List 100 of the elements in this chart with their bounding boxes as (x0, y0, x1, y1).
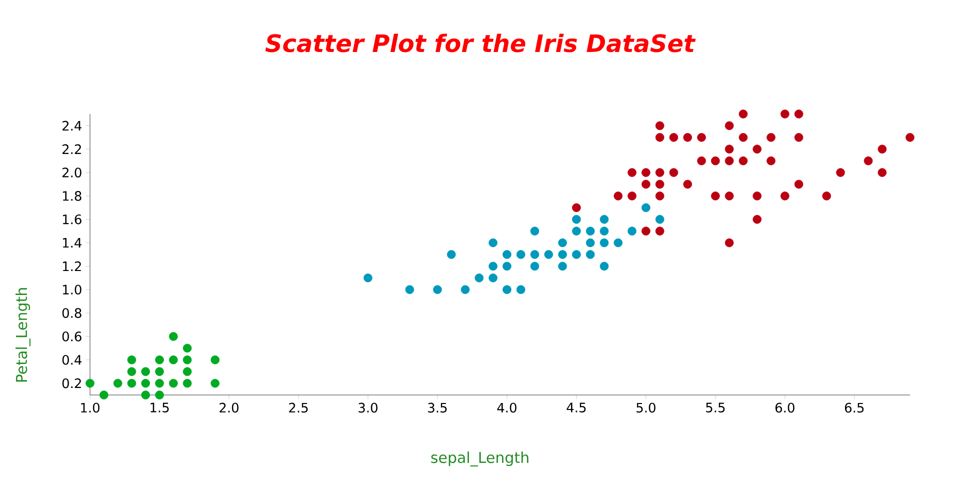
point (127, 378, 136, 388)
y-tick-label: 1.2 (62, 261, 81, 272)
y-tick-label: 0.6 (62, 332, 82, 342)
chart-title: Scatter Plot for the Iris DataSet (265, 34, 696, 52)
point (182, 367, 192, 376)
point (752, 144, 762, 154)
point (642, 203, 650, 212)
y-tick-label: 1.8 (62, 191, 82, 201)
x-tick-label: 1.0 (81, 402, 100, 413)
point (906, 133, 914, 142)
point (182, 355, 192, 364)
x-tick-label: 5.5 (706, 402, 725, 412)
point (724, 156, 734, 166)
point (822, 192, 832, 200)
point (836, 168, 845, 177)
point (724, 192, 734, 200)
point (655, 180, 664, 189)
point (572, 203, 581, 212)
point (586, 250, 595, 259)
point (766, 156, 776, 166)
point (655, 121, 664, 130)
point (600, 238, 609, 248)
point (516, 250, 526, 259)
point (586, 226, 595, 236)
point (655, 214, 664, 224)
point (572, 214, 581, 224)
point (474, 274, 484, 282)
point (600, 214, 609, 224)
point (169, 378, 178, 388)
point (697, 133, 706, 142)
point (711, 192, 720, 200)
point (642, 168, 650, 177)
point (169, 332, 178, 341)
point (600, 226, 609, 236)
point (683, 133, 692, 142)
point (210, 355, 220, 364)
point (780, 192, 790, 200)
point (766, 133, 776, 142)
point (502, 285, 512, 294)
x-tick-label: 6.5 (844, 402, 864, 413)
x-tick-label: 2.0 (220, 402, 238, 413)
point (488, 238, 498, 248)
point (113, 378, 122, 388)
point (655, 192, 664, 200)
point (724, 144, 734, 154)
point (530, 250, 540, 259)
point (738, 133, 748, 142)
point (544, 250, 554, 259)
point (614, 192, 623, 200)
y-axis-title: Petal_Length (16, 288, 30, 382)
point (155, 367, 164, 376)
point (655, 133, 664, 142)
point (364, 274, 372, 282)
point (488, 262, 498, 271)
point (586, 238, 595, 248)
point (446, 250, 456, 259)
y-tick-label: 2.4 (62, 120, 82, 131)
point (642, 226, 650, 236)
point (558, 262, 567, 271)
point (642, 180, 650, 189)
point (155, 378, 164, 388)
point (655, 226, 664, 236)
point (182, 378, 192, 388)
x-tick-label: 3.5 (428, 402, 447, 413)
point (572, 226, 581, 236)
point (614, 238, 623, 248)
point (502, 250, 512, 259)
point (169, 355, 178, 364)
y-tick-label: 1.6 (62, 214, 82, 224)
y-tick-label: 1.0 (62, 284, 82, 295)
y-tick-label: 2.2 (62, 144, 81, 154)
x-axis-title: sepal_Length (431, 452, 528, 466)
point (433, 285, 442, 294)
point (697, 156, 706, 166)
y-tick-label: 0.8 (62, 308, 82, 318)
y-tick-label: 0.2 (62, 378, 81, 388)
x-tick-label: 1.5 (150, 402, 169, 412)
point (127, 355, 136, 364)
point (210, 378, 220, 388)
x-tick-label: 3.0 (358, 402, 378, 413)
y-tick-label: 2.0 (62, 168, 82, 178)
point (752, 214, 762, 224)
point (516, 285, 526, 294)
point (724, 238, 734, 248)
point (794, 110, 804, 118)
point (628, 226, 636, 236)
point (738, 110, 748, 118)
y-tick-label: 0.4 (62, 354, 82, 365)
x-tick-label: 5.0 (636, 402, 656, 413)
x-tick-label: 6.0 (775, 402, 794, 413)
point (155, 390, 164, 400)
point (628, 168, 636, 177)
point (683, 180, 692, 189)
point (738, 156, 748, 166)
point (724, 121, 734, 130)
point (502, 262, 512, 271)
x-tick-label: 2.5 (289, 402, 308, 413)
point (141, 378, 150, 388)
point (530, 226, 540, 236)
point (655, 168, 664, 177)
